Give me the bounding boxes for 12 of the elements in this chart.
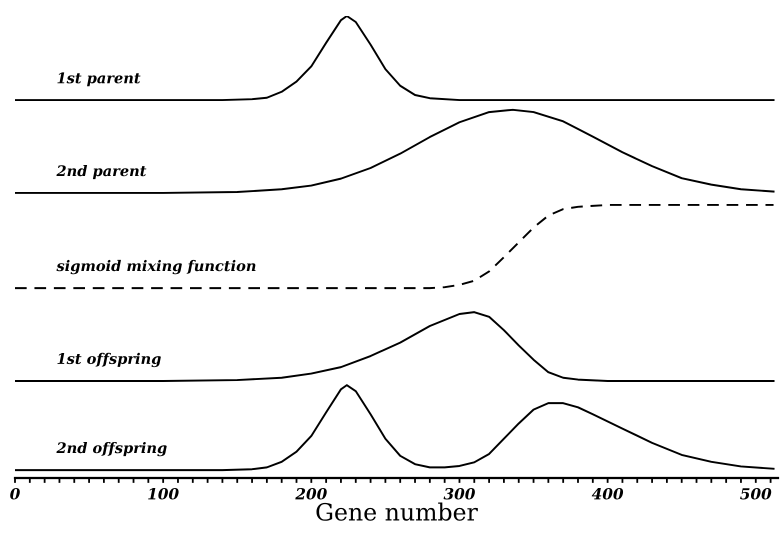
series-label: 1st offspring [57, 352, 161, 368]
series-label: sigmoid mixing function [56, 260, 256, 274]
x-axis-title: Gene number [316, 502, 478, 521]
x-tick-label: 300 [444, 488, 475, 500]
series-label: 2nd offspring [56, 442, 167, 456]
series-label: 2nd parent [56, 164, 146, 180]
x-tick-label: 400 [592, 488, 624, 500]
x-tick-label: 0 [10, 488, 20, 500]
x-tick-label: 200 [295, 488, 327, 500]
x-tick-label: 100 [148, 488, 179, 500]
series-label: 1st parent [57, 72, 140, 86]
x-tick-label: 500 [740, 488, 772, 500]
